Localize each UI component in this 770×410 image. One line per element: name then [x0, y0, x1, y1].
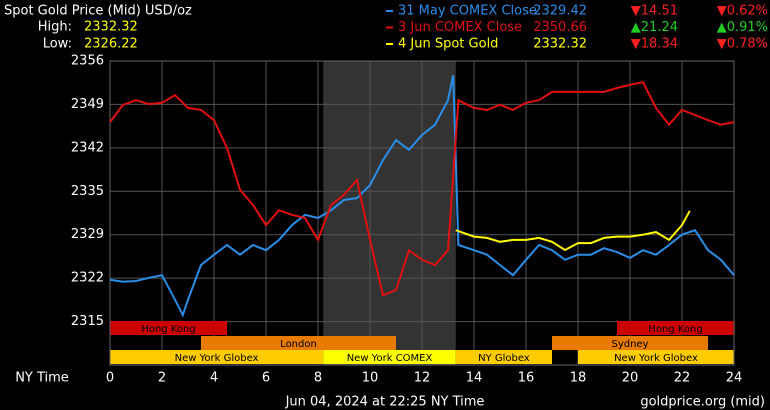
- plot-frame: [109, 60, 735, 366]
- y-tick-label: 2349: [71, 97, 104, 112]
- y-tick-label: 2342: [71, 140, 104, 155]
- session-label: Hong Kong: [141, 324, 195, 335]
- low-value: 2326.22: [84, 37, 138, 52]
- x-tick-label: 4: [210, 371, 218, 386]
- high-label: High:: [38, 20, 72, 35]
- legend-change: ▲21.24: [631, 20, 678, 35]
- legend-change-pct: ▼0.62%: [717, 4, 768, 19]
- session-label: Sydney: [611, 339, 648, 350]
- legend-name: 4 Jun Spot Gold: [398, 37, 498, 52]
- price-line: [455, 210, 691, 252]
- legend-last: 2329.42: [533, 4, 587, 19]
- chart-title: Spot Gold Price (Mid) USD/oz: [4, 4, 192, 19]
- session-label: London: [280, 339, 317, 350]
- legend-change: ▼18.34: [631, 37, 678, 52]
- session-bar: [578, 350, 734, 364]
- x-tick-label: 14: [466, 371, 483, 386]
- session-label: New York Globex: [614, 353, 698, 364]
- x-tick-label: 20: [622, 371, 639, 386]
- session-label: New York Globex: [175, 353, 259, 364]
- x-axis-label: NY Time: [15, 371, 69, 386]
- x-tick-label: 2: [158, 371, 166, 386]
- y-tick-label: 2329: [71, 227, 104, 242]
- legend-last: 2332.32: [533, 37, 587, 52]
- legend-change-pct: ▲0.91%: [717, 20, 768, 35]
- y-tick-label: 2335: [71, 184, 104, 199]
- high-value: 2332.32: [84, 20, 138, 35]
- price-line: [109, 74, 735, 318]
- x-tick-label: 24: [726, 371, 743, 386]
- session-label: NY Globex: [478, 353, 530, 364]
- x-tick-label: 0: [106, 371, 114, 386]
- footer: Jun 04, 2024 at 22:25 NY Time: [285, 395, 485, 410]
- session-bar: [110, 321, 227, 335]
- session-bar: [201, 336, 396, 350]
- x-tick-label: 18: [570, 371, 587, 386]
- legend-name: 31 May COMEX Close: [398, 4, 537, 19]
- session-label: New York COMEX: [347, 353, 433, 364]
- session-bar: [617, 321, 734, 335]
- legend-last: 2350.66: [533, 20, 587, 35]
- session-bar: [455, 350, 552, 364]
- y-tick-label: 2315: [71, 314, 104, 329]
- session-bar: [110, 350, 324, 364]
- session-bar: [552, 336, 708, 350]
- session-bar: [323, 350, 456, 364]
- session-label: Hong Kong: [648, 324, 702, 335]
- shaded-region: [323, 61, 456, 365]
- price-line: [109, 81, 735, 297]
- legend-change-pct: ▼0.78%: [717, 37, 768, 52]
- source: goldprice.org (mid): [640, 395, 765, 410]
- y-tick-label: 2322: [71, 271, 104, 286]
- x-tick-label: 8: [314, 371, 322, 386]
- legend-name: 3 Jun COMEX Close: [398, 20, 522, 35]
- legend-change: ▼14.51: [631, 4, 678, 19]
- x-tick-label: 12: [414, 371, 431, 386]
- low-label: Low:: [43, 37, 72, 52]
- y-tick-label: 2356: [71, 54, 104, 69]
- x-tick-label: 10: [362, 371, 379, 386]
- x-tick-label: 6: [262, 371, 270, 386]
- x-tick-label: 16: [518, 371, 535, 386]
- x-tick-label: 22: [674, 371, 691, 386]
